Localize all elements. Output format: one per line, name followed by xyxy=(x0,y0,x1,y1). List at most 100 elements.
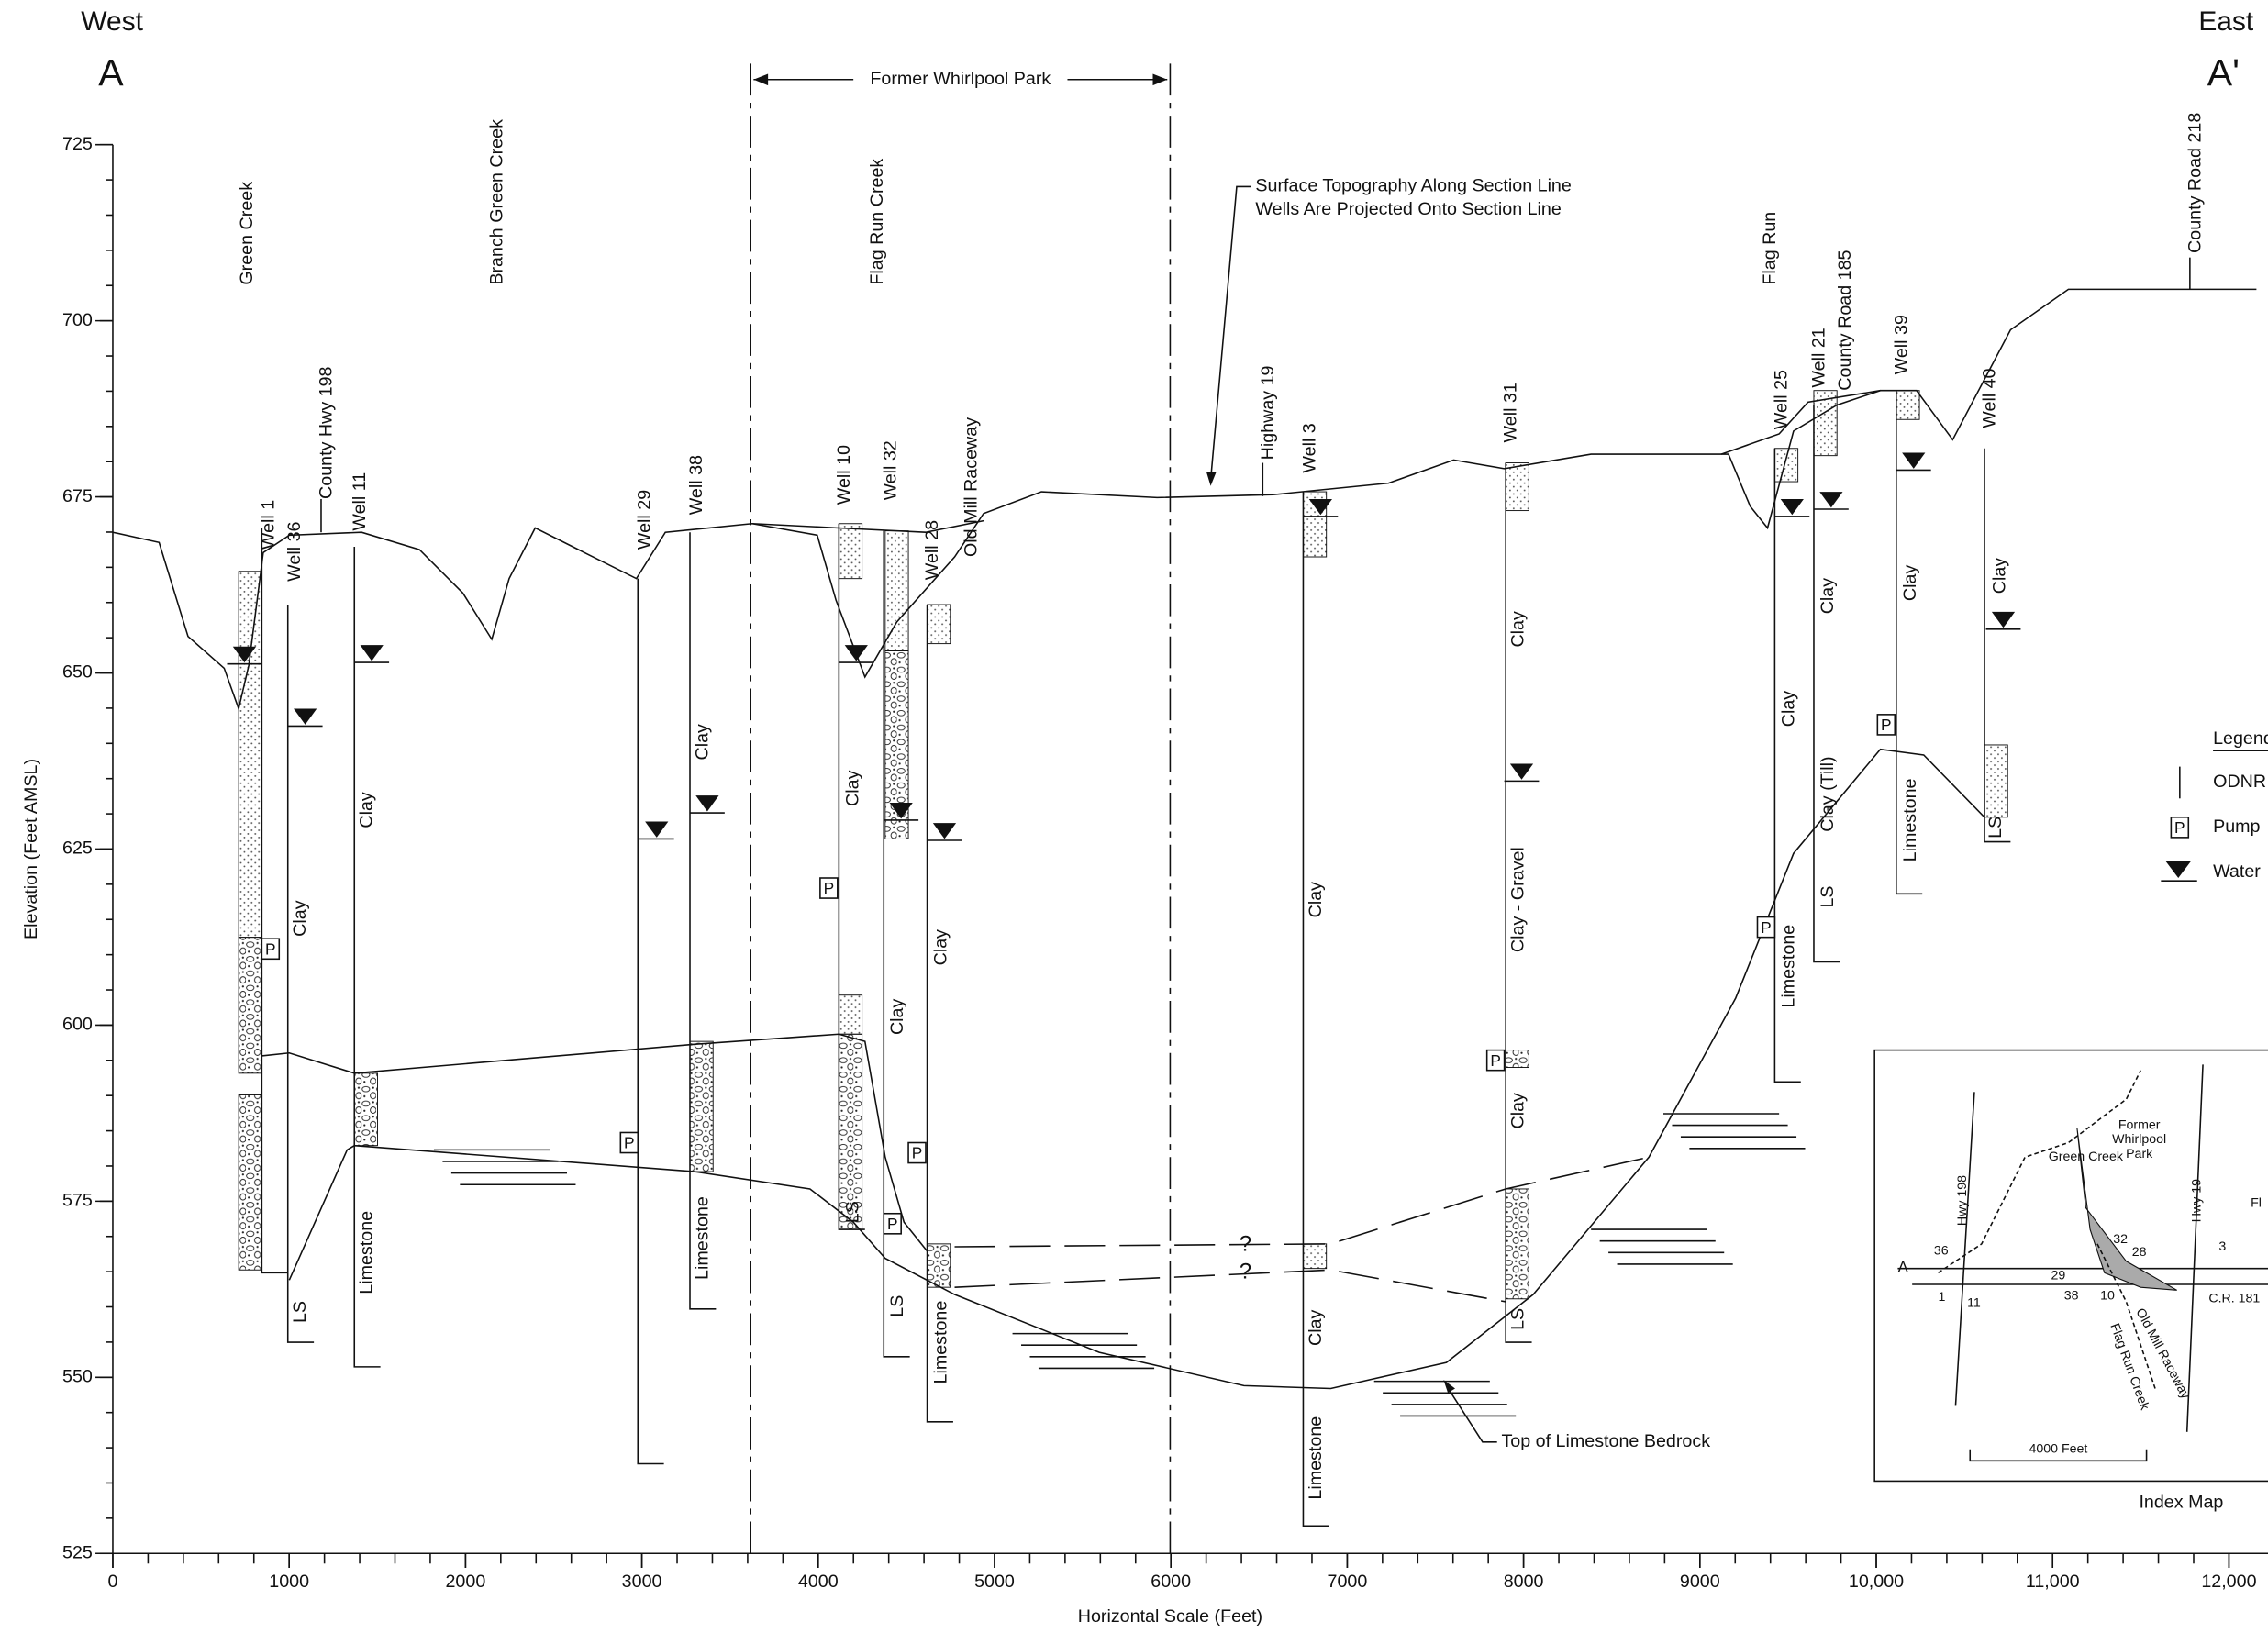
lithology xyxy=(1506,463,1529,511)
x-tick-label: 5000 xyxy=(974,1572,1015,1592)
x-tick-label: 0 xyxy=(107,1572,117,1592)
y-tick-label: 575 xyxy=(62,1191,93,1211)
lithology xyxy=(1774,449,1797,482)
water-level xyxy=(645,822,668,838)
well-name: Well 3 xyxy=(1300,423,1320,472)
well-name: Well 32 xyxy=(880,440,900,500)
unit-label: LS xyxy=(842,1201,862,1223)
x-tick-label: 7000 xyxy=(1328,1572,1368,1592)
unit-label: Clay - Gravel xyxy=(1508,847,1529,952)
unit-label: Clay xyxy=(290,900,310,937)
lithology xyxy=(885,531,908,651)
x-tick-label: 10,000 xyxy=(1849,1572,1904,1592)
legend-item: ODNR xyxy=(2213,772,2266,792)
well-name: Well 25 xyxy=(1771,370,1791,429)
leader xyxy=(1447,1385,1497,1441)
former-grade xyxy=(1721,391,1880,454)
well xyxy=(261,528,287,1272)
cross-section: WestEastAA'52555057560062565067570072501… xyxy=(0,0,2268,1633)
feature-label: Flag Run xyxy=(1760,212,1780,285)
x-tick-label: 12,000 xyxy=(2201,1572,2256,1592)
section-end: A xyxy=(98,51,124,94)
unit-label: LS xyxy=(290,1301,310,1323)
water-level xyxy=(1781,499,1804,515)
well-name: Well 40 xyxy=(1980,368,2000,428)
map-label: 29 xyxy=(2051,1268,2066,1283)
map-caption: Index Map xyxy=(2139,1492,2223,1512)
water-level xyxy=(1992,612,2015,628)
x-tick-label: 6000 xyxy=(1151,1572,1191,1592)
lithology xyxy=(1984,745,2007,817)
map-line xyxy=(2187,1064,2203,1431)
index-map-frame xyxy=(1874,1050,2268,1482)
direction: West xyxy=(81,6,143,37)
unit-label: Clay xyxy=(1508,1093,1529,1129)
y-tick-label: 675 xyxy=(62,486,93,506)
map-label: 10 xyxy=(2100,1288,2115,1303)
y-tick-label: 525 xyxy=(62,1542,93,1562)
pump-label: P xyxy=(912,1144,923,1162)
water-level xyxy=(361,645,384,661)
map-label: Hwy 19 xyxy=(2190,1179,2205,1222)
well xyxy=(928,605,953,1422)
y-tick-label: 650 xyxy=(62,662,93,683)
map-label: Green Creek xyxy=(2049,1150,2124,1164)
x-tick-label: 1000 xyxy=(269,1572,309,1592)
water-level xyxy=(1819,492,1842,507)
topography xyxy=(113,289,2256,708)
unit-label: Clay xyxy=(1900,565,1920,602)
well-name: Well 31 xyxy=(1501,383,1521,442)
feature-label: Green Creek xyxy=(237,182,257,285)
water-level xyxy=(695,795,718,811)
lithology xyxy=(239,938,261,1073)
former-grade xyxy=(752,521,984,533)
leader xyxy=(1211,186,1251,480)
well-name: Well 10 xyxy=(834,445,854,505)
lithology xyxy=(1506,1189,1529,1299)
well-name: Well 28 xyxy=(922,520,942,580)
y-axis-title: Elevation (Feet AMSL) xyxy=(21,759,41,939)
water-level xyxy=(933,823,956,839)
x-tick-label: 9000 xyxy=(1680,1572,1720,1592)
lithology xyxy=(928,1244,951,1287)
well-name: Well 39 xyxy=(1891,315,1911,374)
lithology xyxy=(1303,1244,1326,1269)
map-label: 32 xyxy=(2113,1232,2128,1247)
arrowhead xyxy=(1206,472,1217,486)
unit-label: Limestone xyxy=(1778,925,1798,1008)
section-end: A' xyxy=(2207,51,2240,94)
unit-label: Clay xyxy=(692,724,712,761)
pump-label: P xyxy=(1881,716,1892,734)
x-tick-label: 11,000 xyxy=(2026,1572,2080,1592)
well-name: Well 21 xyxy=(1808,328,1829,387)
arrowhead xyxy=(753,73,768,85)
unit-label: Clay xyxy=(357,792,377,828)
unit-label: Clay xyxy=(1508,611,1529,648)
map-label: 28 xyxy=(2132,1245,2147,1260)
annotation: Top of Limestone Bedrock xyxy=(1501,1431,1710,1451)
lithology xyxy=(839,524,862,579)
pump-label: P xyxy=(265,939,276,958)
unit-label: Clay (Till) xyxy=(1818,756,1838,831)
query: ? xyxy=(1240,1261,1251,1284)
feature-label: Highway 19 xyxy=(1258,365,1278,460)
lithology xyxy=(239,572,261,938)
pump-label: P xyxy=(824,879,835,897)
lithology xyxy=(1896,391,1919,420)
pump-label: P xyxy=(1490,1051,1501,1070)
lithology xyxy=(839,995,862,1035)
well-name: Well 11 xyxy=(350,472,370,531)
bedrock-top xyxy=(289,750,1984,1389)
water-level xyxy=(1510,763,1533,779)
arrowhead xyxy=(1152,73,1167,85)
map-label: 1 xyxy=(1939,1290,1946,1305)
y-tick-label: 600 xyxy=(62,1015,93,1035)
inferred-contact xyxy=(955,1270,1506,1302)
unit-label: Limestone xyxy=(931,1301,951,1384)
unit-label: Limestone xyxy=(1900,778,1920,861)
legend-symbol xyxy=(2165,861,2191,878)
feature-label: County Road 185 xyxy=(1835,250,1855,390)
feature-label: Flag Run Creek xyxy=(867,159,887,285)
y-tick-label: 550 xyxy=(62,1367,93,1387)
query: ? xyxy=(1240,1233,1251,1257)
